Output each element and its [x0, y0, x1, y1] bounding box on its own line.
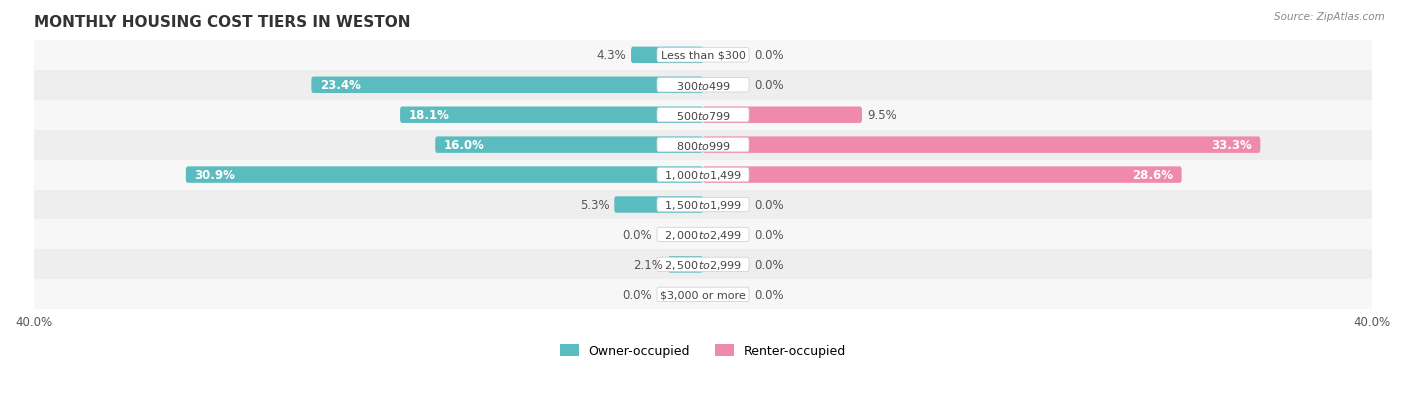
FancyBboxPatch shape	[657, 49, 749, 63]
Text: 0.0%: 0.0%	[754, 79, 783, 92]
Bar	[34, 41, 1372, 71]
FancyBboxPatch shape	[657, 228, 749, 242]
FancyBboxPatch shape	[657, 287, 749, 302]
FancyBboxPatch shape	[657, 138, 749, 152]
Text: 33.3%: 33.3%	[1211, 139, 1251, 152]
Text: 0.0%: 0.0%	[623, 228, 652, 241]
Text: $800 to $999: $800 to $999	[675, 139, 731, 151]
Bar	[34, 100, 1372, 131]
FancyBboxPatch shape	[186, 167, 703, 183]
FancyBboxPatch shape	[703, 137, 1260, 154]
Text: 18.1%: 18.1%	[409, 109, 450, 122]
FancyBboxPatch shape	[703, 167, 1181, 183]
FancyBboxPatch shape	[657, 168, 749, 182]
Text: Source: ZipAtlas.com: Source: ZipAtlas.com	[1274, 12, 1385, 22]
Legend: Owner-occupied, Renter-occupied: Owner-occupied, Renter-occupied	[555, 339, 851, 363]
Text: $2,000 to $2,499: $2,000 to $2,499	[664, 228, 742, 241]
Bar	[34, 160, 1372, 190]
FancyBboxPatch shape	[703, 107, 862, 123]
Text: $3,000 or more: $3,000 or more	[661, 290, 745, 299]
Text: 0.0%: 0.0%	[754, 258, 783, 271]
Text: 2.1%: 2.1%	[633, 258, 662, 271]
FancyBboxPatch shape	[657, 258, 749, 272]
Bar	[34, 250, 1372, 280]
Text: $1,000 to $1,499: $1,000 to $1,499	[664, 169, 742, 182]
FancyBboxPatch shape	[401, 107, 703, 123]
Bar	[34, 131, 1372, 160]
FancyBboxPatch shape	[657, 198, 749, 212]
Text: 30.9%: 30.9%	[194, 169, 235, 182]
Text: MONTHLY HOUSING COST TIERS IN WESTON: MONTHLY HOUSING COST TIERS IN WESTON	[34, 15, 411, 30]
Text: Less than $300: Less than $300	[661, 51, 745, 61]
Text: $300 to $499: $300 to $499	[675, 80, 731, 92]
FancyBboxPatch shape	[614, 197, 703, 213]
Text: 23.4%: 23.4%	[319, 79, 360, 92]
FancyBboxPatch shape	[657, 78, 749, 93]
Text: 0.0%: 0.0%	[754, 228, 783, 241]
Bar	[34, 220, 1372, 250]
Text: 0.0%: 0.0%	[623, 288, 652, 301]
FancyBboxPatch shape	[668, 256, 703, 273]
Text: 0.0%: 0.0%	[754, 49, 783, 62]
FancyBboxPatch shape	[657, 108, 749, 123]
Bar	[34, 71, 1372, 100]
Text: 5.3%: 5.3%	[579, 199, 609, 211]
Text: $2,500 to $2,999: $2,500 to $2,999	[664, 258, 742, 271]
Text: 28.6%: 28.6%	[1132, 169, 1173, 182]
FancyBboxPatch shape	[436, 137, 703, 154]
Bar	[34, 190, 1372, 220]
Text: 9.5%: 9.5%	[868, 109, 897, 122]
Text: $500 to $799: $500 to $799	[675, 109, 731, 121]
Text: 4.3%: 4.3%	[596, 49, 626, 62]
Text: 16.0%: 16.0%	[443, 139, 485, 152]
Text: 0.0%: 0.0%	[754, 288, 783, 301]
Text: $1,500 to $1,999: $1,500 to $1,999	[664, 199, 742, 211]
Text: 0.0%: 0.0%	[754, 199, 783, 211]
FancyBboxPatch shape	[311, 77, 703, 94]
FancyBboxPatch shape	[631, 47, 703, 64]
Bar	[34, 280, 1372, 309]
